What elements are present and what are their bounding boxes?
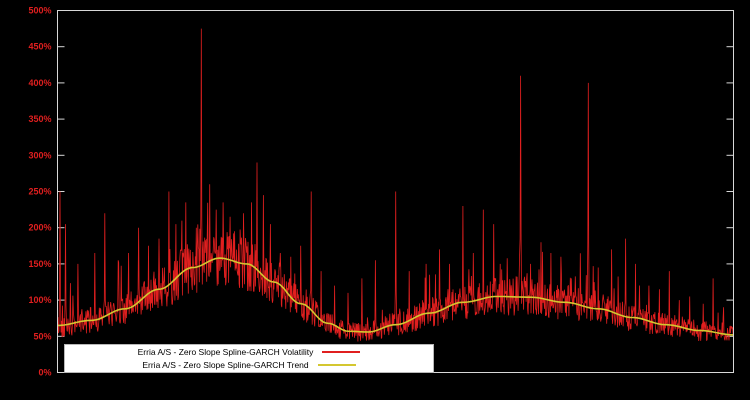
y-axis-tick-label: 200% — [28, 223, 51, 233]
legend: Erria A/S - Zero Slope Spline-GARCH Vola… — [64, 344, 434, 373]
legend-item-volatility: Erria A/S - Zero Slope Spline-GARCH Vola… — [65, 346, 433, 359]
y-axis-tick-label: 250% — [28, 187, 51, 197]
legend-item-trend: Erria A/S - Zero Slope Spline-GARCH Tren… — [65, 359, 433, 372]
y-axis-tick-label: 100% — [28, 295, 51, 305]
y-axis-tick-label: 500% — [28, 6, 51, 16]
y-axis-tick-label: 350% — [28, 114, 51, 124]
y-axis-tick-label: 50% — [33, 331, 51, 341]
trend-series-line — [57, 257, 734, 336]
volatility-series-line — [57, 28, 734, 342]
y-axis-tick-label: 0% — [38, 368, 51, 378]
legend-line-sample-volatility — [322, 351, 361, 353]
y-axis-tick-label: 150% — [28, 259, 51, 269]
y-axis-tick-label: 300% — [28, 150, 51, 160]
y-axis-tick-label: 400% — [28, 78, 51, 88]
legend-label-volatility: Erria A/S - Zero Slope Spline-GARCH Vola… — [137, 347, 314, 357]
y-axis: 0% 50% 100% 150% 200% 250% 300% 350% 400% 450% 500… — [28, 6, 734, 378]
y-axis-tick-label: 450% — [28, 42, 51, 52]
legend-line-sample-trend — [317, 364, 356, 366]
legend-label-trend: Erria A/S - Zero Slope Spline-GARCH Tren… — [142, 360, 309, 370]
